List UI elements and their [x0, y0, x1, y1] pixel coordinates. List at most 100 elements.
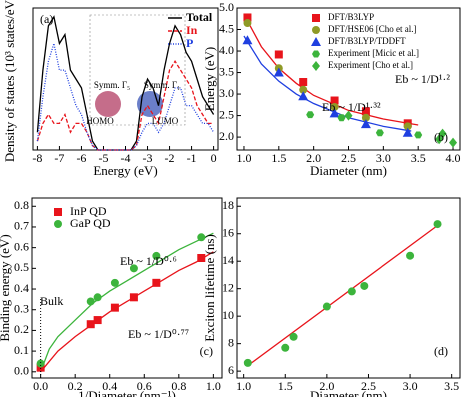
marker — [110, 278, 119, 287]
y-tick-label: 3.0 — [219, 86, 234, 100]
y-tick-label: 8 — [228, 335, 234, 349]
y-axis-label: Exciton lifetime (ns) — [202, 234, 217, 342]
x-tick-label: 2.5 — [361, 379, 376, 393]
annotation: Symm. Γ₅ — [94, 80, 130, 90]
marker — [449, 137, 458, 148]
annotation: (d) — [434, 344, 448, 358]
marker — [375, 129, 384, 137]
annotation: Symm. Γ₁ — [144, 80, 180, 90]
marker — [36, 359, 45, 368]
y-tick-label: 0.2 — [14, 322, 29, 336]
marker — [311, 37, 321, 46]
x-tick-label: 4.0 — [446, 151, 461, 165]
annotation: (a) — [40, 12, 53, 26]
dos-line — [36, 15, 215, 151]
x-tick-label: 0.4 — [102, 379, 117, 393]
marker — [36, 363, 45, 372]
marker — [322, 302, 331, 311]
x-tick-label: -1 — [187, 151, 197, 165]
marker — [298, 91, 309, 101]
marker — [197, 233, 206, 242]
x-tick-label: 2.0 — [306, 151, 321, 165]
plot-frame — [236, 197, 461, 379]
marker — [361, 113, 370, 122]
fit-line — [40, 232, 214, 373]
legend-label: DFT/B3LYP/TDDFT — [328, 36, 406, 46]
annotation: (c) — [200, 344, 213, 358]
y-axis-label: Density of states (10³ states/eV) — [2, 0, 17, 162]
marker — [360, 281, 369, 290]
x-tick-label: 3.5 — [444, 379, 459, 393]
marker — [329, 108, 340, 118]
x-tick-label: -6 — [76, 151, 86, 165]
x-tick-label: 1.5 — [278, 379, 293, 393]
marker — [344, 110, 353, 121]
y-tick-label: 0.7 — [14, 219, 29, 233]
y-tick-label: 18 — [222, 198, 234, 212]
marker — [312, 14, 320, 22]
x-tick-label: 0 — [211, 151, 217, 165]
y-tick-label: 2.0 — [219, 129, 234, 143]
y-tick-label: 0.5 — [14, 260, 29, 274]
marker — [337, 114, 346, 122]
y-tick-label: 12 — [222, 280, 234, 294]
legend-label: In — [186, 23, 198, 37]
marker — [129, 264, 138, 273]
legend-label: DFT/HSE06 [Cho et al.] — [328, 24, 417, 34]
marker — [330, 96, 339, 105]
x-tick-label: 3.5 — [411, 151, 426, 165]
legend-label: Experiment [Cho et al.] — [328, 60, 413, 70]
marker — [312, 26, 320, 34]
marker — [438, 128, 447, 139]
marker — [54, 220, 62, 228]
marker — [402, 127, 413, 137]
marker — [197, 254, 206, 262]
marker — [110, 303, 119, 312]
x-axis-label: Diameter (nm) — [310, 163, 387, 178]
y-tick-label: 0.3 — [14, 301, 29, 315]
marker — [152, 278, 161, 287]
dos-line — [36, 43, 215, 151]
x-tick-label: 3.0 — [376, 151, 391, 165]
y-tick-label: 5.0 — [219, 0, 234, 14]
marker — [289, 332, 298, 341]
marker — [306, 111, 315, 119]
y-tick-label: 0.8 — [14, 198, 29, 212]
x-tick-label: 1.0 — [236, 151, 251, 165]
annotation: Eb ~ 1/D⁰·⁶ — [120, 254, 177, 268]
x-tick-label: 2.5 — [341, 151, 356, 165]
y-tick-label: 10 — [222, 308, 234, 322]
x-tick-label: 2.0 — [319, 379, 334, 393]
fit-line — [40, 251, 214, 373]
marker — [312, 61, 320, 71]
x-tick-label: 1.0 — [206, 379, 221, 393]
y-tick-label: 0.0 — [14, 364, 29, 378]
x-tick-label: 1.0 — [236, 379, 251, 393]
marker — [406, 251, 415, 260]
y-tick-label: 16 — [222, 225, 234, 239]
marker — [360, 119, 371, 129]
marker — [414, 131, 423, 139]
y-tick-label: 0.4 — [14, 281, 29, 295]
x-tick-label: -5 — [98, 151, 108, 165]
marker — [243, 358, 252, 367]
marker — [347, 287, 356, 296]
x-axis-label: Energy (eV) — [93, 163, 157, 178]
annotation: Eb ~ 1/D¹·³² — [322, 100, 381, 114]
marker — [281, 343, 290, 352]
x-tick-label: 3.0 — [403, 379, 418, 393]
y-tick-label: 4.0 — [219, 43, 234, 57]
y-axis-label: Energy (eV) — [202, 47, 217, 111]
x-tick-label: 1.5 — [271, 151, 286, 165]
marker — [54, 208, 62, 216]
homo-sphere — [95, 91, 121, 117]
legend-label: DFT/B3LYP — [328, 12, 374, 22]
marker — [312, 50, 320, 58]
inset-frame — [89, 14, 186, 126]
marker — [152, 251, 161, 260]
annotation: Bulk — [40, 294, 63, 308]
legend-label: P — [186, 36, 193, 50]
marker — [242, 35, 253, 45]
x-tick-label: -4 — [121, 151, 131, 165]
y-axis-label: Binding energy (eV) — [0, 234, 12, 341]
